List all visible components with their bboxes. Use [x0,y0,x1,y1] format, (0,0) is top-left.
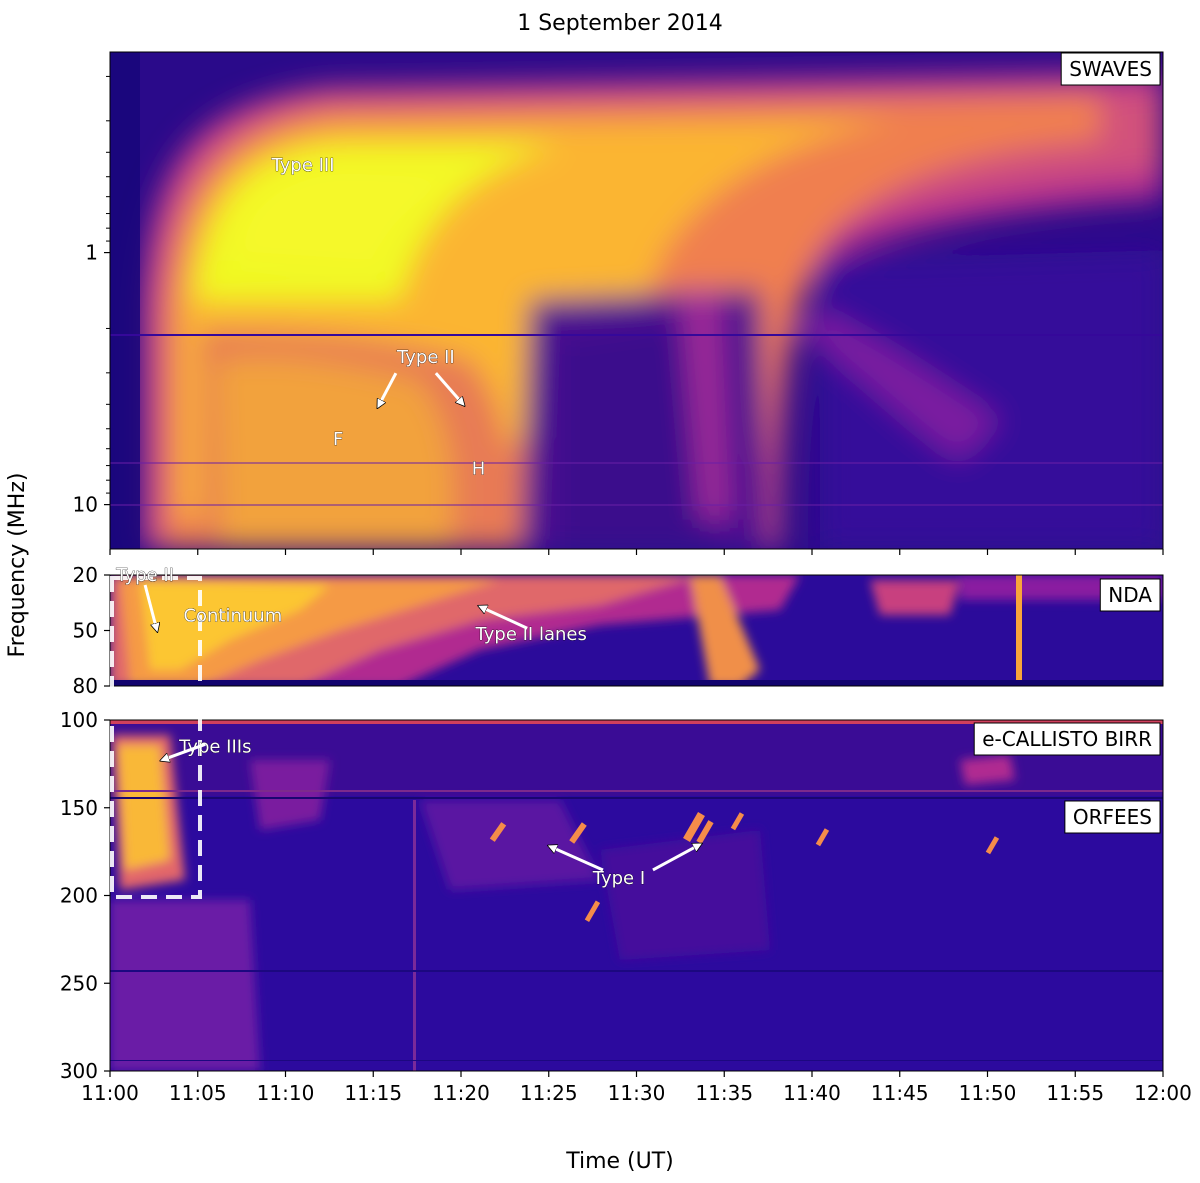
annotation-arrow [143,584,157,631]
instrument-label: ORFEES [1073,805,1152,829]
x-tick-label: 11:40 [783,1081,841,1105]
annotation-label: F [333,429,343,450]
instrument-label-box [1064,800,1161,834]
type-i-bursts [489,812,1000,923]
y-tick-label: 20 [73,563,98,587]
instrument-label: SWAVES [1069,57,1152,81]
y-tick-label: 100 [60,708,98,732]
annotation-arrow [652,844,701,872]
y-tick-label: 150 [60,796,98,820]
annotation-label: Type II [115,565,174,586]
instrument-label-box [1060,52,1161,86]
annotation-arrow [434,372,464,405]
annotation-arrow [549,846,604,872]
nda-spectrogram [110,575,1163,686]
instrument-label: e-CALLISTO BIRR [982,727,1152,751]
x-tick-label: 11:45 [871,1081,929,1105]
x-tick-label: 11:30 [608,1081,666,1105]
chart-title: 1 September 2014 [517,11,723,36]
x-tick-label: 11:15 [344,1081,402,1105]
y-tick-label: 10 [73,493,98,517]
x-tick-label: 11:10 [257,1081,315,1105]
y-tick-label: 250 [60,971,98,995]
x-tick-label: 11:05 [169,1081,227,1105]
y-tick-label: 300 [60,1059,98,1083]
swaves-spectrogram [110,52,1163,549]
x-axis-label: Time (UT) [565,1149,674,1174]
instrument-label-box [1099,578,1161,612]
highlight-box [110,576,202,899]
y-tick-label: 50 [73,619,98,643]
annotation-arrow [161,742,206,760]
annotation-label: Type IIIs [178,736,251,757]
y-tick-label: 80 [73,674,98,698]
annotation-label: Type III [271,155,335,176]
x-tick-label: 11:25 [520,1081,578,1105]
annotation-label: Type II lanes [475,624,587,645]
annotation-arrow [479,606,528,630]
instrument-label-box [973,722,1161,756]
y-tick-label: 200 [60,884,98,908]
y-tick-label: 1 [85,241,98,265]
instrument-label: NDA [1108,583,1152,607]
annotation-label: Continuum [183,606,282,627]
x-tick-label: 11:00 [81,1081,139,1105]
x-tick-label: 12:00 [1134,1081,1192,1105]
x-tick-label: 11:20 [432,1081,490,1105]
annotation-label: Type I [592,868,645,889]
annotation-label: H [472,459,486,480]
annotation-label: Type II [396,347,455,368]
annotation-arrow [378,372,398,407]
x-tick-label: 11:35 [695,1081,753,1105]
callisto-orfees-spectrogram [110,720,1163,1071]
y-axis-label: Frequency (MHz) [5,473,30,658]
x-tick-label: 11:50 [959,1081,1017,1105]
x-tick-label: 11:55 [1046,1081,1104,1105]
